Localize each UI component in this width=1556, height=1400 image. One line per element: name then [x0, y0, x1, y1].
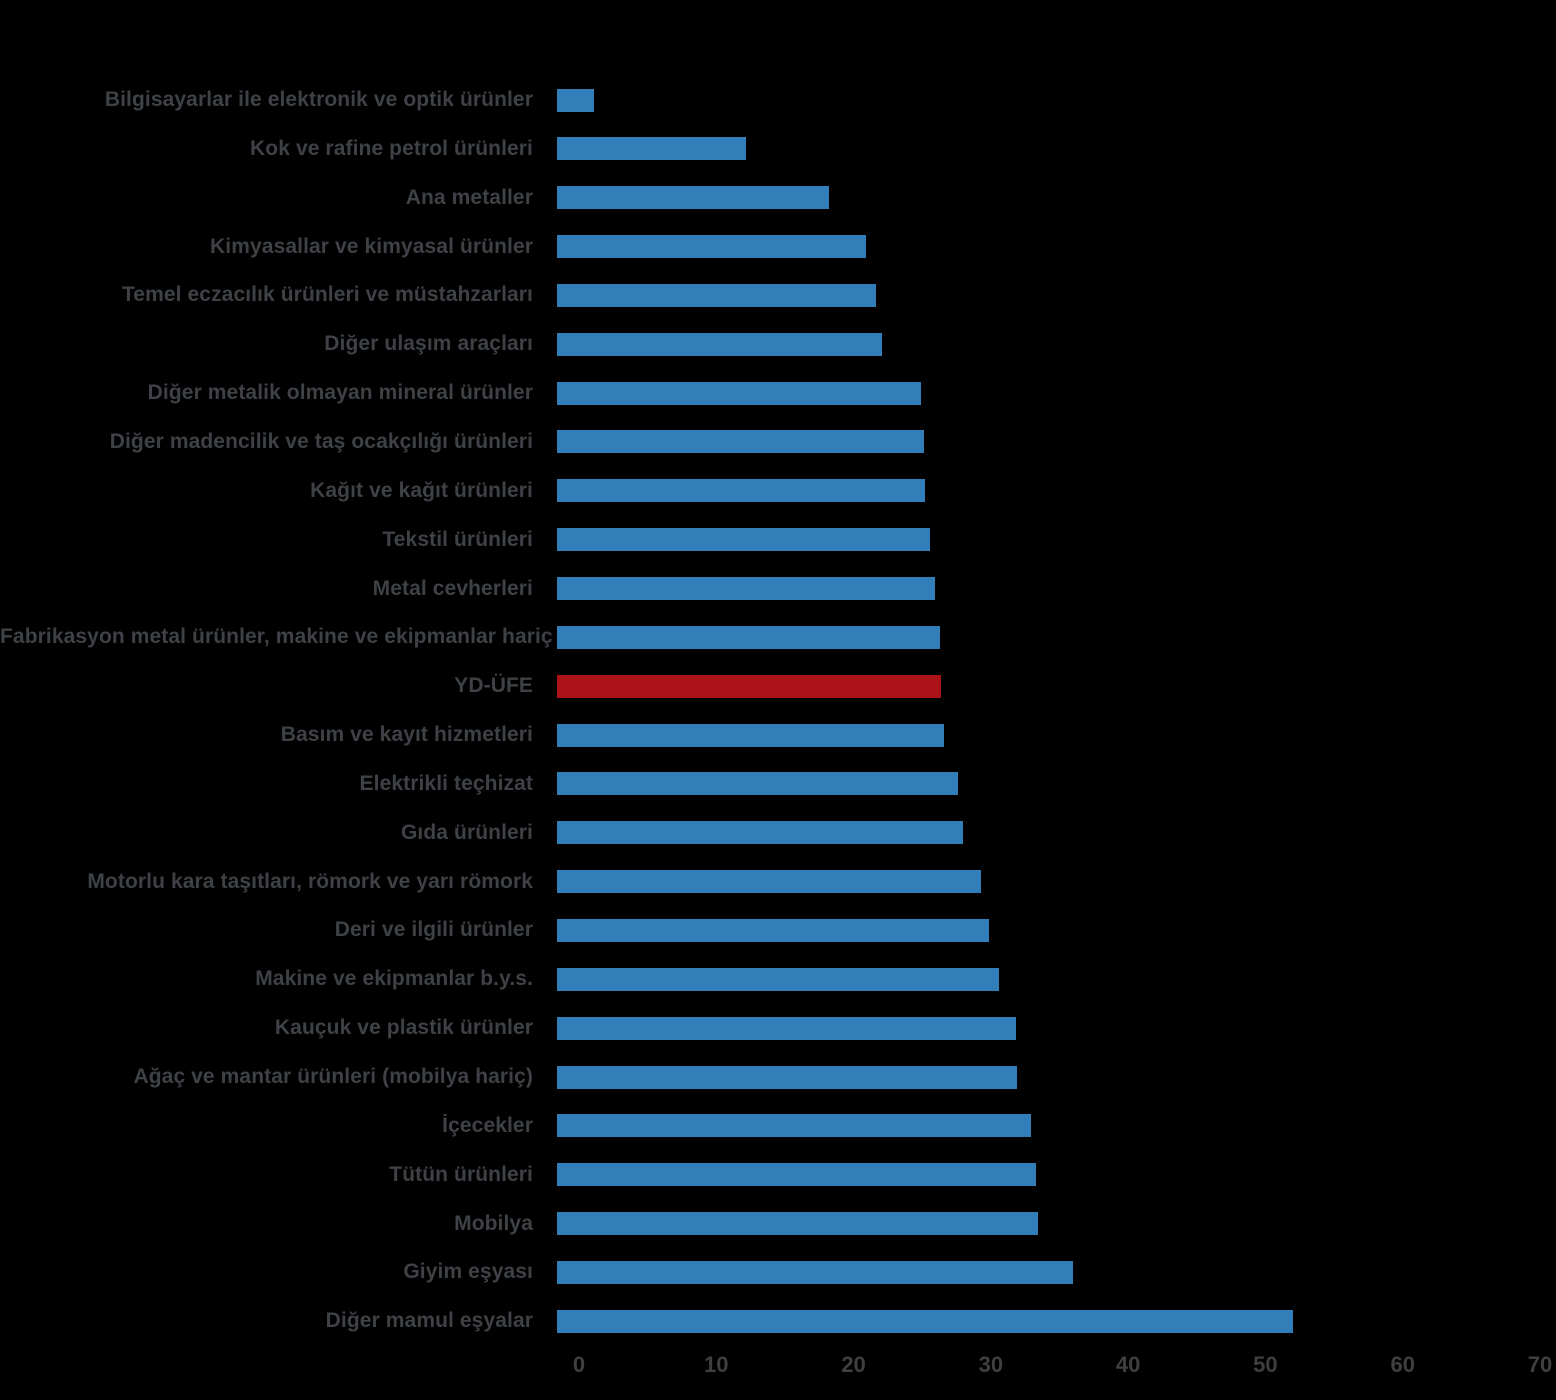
bar [557, 870, 982, 894]
bar [557, 381, 921, 405]
bar-row: Makine ve ekipmanlar b.y.s. [0, 955, 1556, 1004]
bar-row: Diğer ulaşım araçları [0, 320, 1556, 369]
category-label: Diğer ulaşım araçları [324, 332, 533, 356]
bar-row: Ağaç ve mantar ürünleri (mobilya hariç) [0, 1053, 1556, 1102]
bar [557, 625, 941, 649]
category-label: Giyim eşyası [403, 1260, 533, 1284]
category-label: Makine ve ekipmanlar b.y.s. [255, 967, 533, 991]
bar [557, 577, 935, 600]
bar [557, 821, 964, 845]
bar [557, 1260, 1074, 1284]
category-label: Tekstil ürünleri [382, 527, 533, 551]
bar [557, 1114, 1031, 1138]
x-axis-tick-label: 30 [978, 1352, 1004, 1377]
bar [557, 186, 829, 210]
category-label: Gıda ürünleri [401, 820, 533, 844]
bar [557, 772, 958, 796]
bar-row: Kauçuk ve plastik ürünler [0, 1004, 1556, 1053]
category-label: Kağıt ve kağıt ürünleri [310, 478, 533, 502]
bar-row: Motorlu kara taşıtları, römork ve yarı r… [0, 857, 1556, 906]
category-label: Ağaç ve mantar ürünleri (mobilya hariç) [133, 1065, 533, 1088]
category-label: Diğer mamul eşyalar [325, 1309, 533, 1333]
bar-row: Elektrikli teçhizat [0, 759, 1556, 808]
bar [557, 430, 924, 454]
bar-row: Tütün ürünleri [0, 1150, 1556, 1199]
x-axis-tick-label: 20 [841, 1352, 866, 1377]
x-axis-tick-label: 50 [1253, 1352, 1278, 1377]
bar [557, 137, 747, 161]
bar [557, 332, 883, 356]
category-label: Kok ve rafine petrol ürünleri [250, 136, 533, 160]
bar-row: Diğer madencilik ve taş ocakçılığı ürünl… [0, 417, 1556, 466]
bar [557, 1212, 1038, 1236]
bar-row: Bilgisayarlar ile elektronik ve optik ür… [0, 76, 1556, 125]
category-label: Metal cevherleri [372, 576, 533, 600]
bar-row: Fabrikasyon metal ürünler, makine ve eki… [0, 613, 1556, 662]
category-label: Ana metaller [405, 185, 533, 209]
x-axis-tick-label: 70 [1527, 1352, 1553, 1377]
bar [557, 88, 595, 112]
bar-row: Diğer metalik olmayan mineral ürünler [0, 369, 1556, 418]
x-axis: 0 10 20 30 40 50 60 70 [0, 1352, 1556, 1386]
bar-row: Gıda ürünleri [0, 808, 1556, 857]
bar-row: Diğer mamul eşyalar [0, 1297, 1556, 1346]
highlight-bar [557, 674, 942, 698]
x-axis-tick-label: 0 [572, 1352, 586, 1377]
bar-row: Deri ve ilgili ürünler [0, 906, 1556, 955]
bar [557, 1016, 1016, 1040]
category-label: Temel eczacılık ürünleri ve müstahzarlar… [121, 283, 533, 307]
bar [557, 235, 866, 259]
bar [557, 967, 1000, 991]
bar-row: Kimyasallar ve kimyasal ürünler [0, 222, 1556, 271]
category-label: Fabrikasyon metal ürünler, makine ve eki… [0, 625, 553, 649]
bar-row: Ana metaller [0, 173, 1556, 222]
category-label: Deri ve ilgili ürünler [334, 918, 533, 942]
category-label: Motorlu kara taşıtları, römork ve yarı r… [87, 869, 533, 893]
category-label: İçecekler [442, 1113, 533, 1137]
bar [557, 1163, 1037, 1187]
bar-row: Kok ve rafine petrol ürünleri [0, 124, 1556, 173]
category-label: Tütün ürünleri [389, 1162, 533, 1186]
bar-row: Temel eczacılık ürünleri ve müstahzarlar… [0, 271, 1556, 320]
bar-row: Metal cevherleri [0, 564, 1556, 613]
bar [557, 479, 925, 503]
category-label: Kimyasallar ve kimyasal ürünler [210, 234, 533, 258]
bar [557, 528, 931, 552]
category-label: Diğer madencilik ve taş ocakçılığı ürünl… [109, 429, 533, 453]
category-label: Basım ve kayıt hizmetleri [280, 723, 533, 747]
category-label: Diğer metalik olmayan mineral ürünler [147, 381, 533, 405]
bar-row: Tekstil ürünleri [0, 515, 1556, 564]
category-label-highlight: YD-ÜFE [454, 674, 533, 698]
bar-row: Giyim eşyası [0, 1248, 1556, 1297]
bar-row: YD-ÜFE [0, 662, 1556, 711]
bar [557, 1065, 1017, 1089]
x-axis-tick-label: 10 [704, 1352, 729, 1377]
bar [557, 723, 945, 747]
bar [557, 918, 990, 942]
category-label: Mobilya [454, 1211, 533, 1235]
bar [557, 283, 876, 307]
bar [557, 1309, 1293, 1333]
bar-row: Mobilya [0, 1199, 1556, 1248]
x-axis-tick-label: 60 [1390, 1352, 1415, 1377]
x-axis-tick-label: 40 [1115, 1352, 1141, 1377]
bar-row: Basım ve kayıt hizmetleri [0, 711, 1556, 760]
bar-row: Kağıt ve kağıt ürünleri [0, 466, 1556, 515]
category-label: Elektrikli teçhizat [359, 771, 533, 795]
category-label: Kauçuk ve plastik ürünler [274, 1016, 533, 1040]
category-label: Bilgisayarlar ile elektronik ve optik ür… [104, 88, 533, 111]
bar-row: İçecekler [0, 1101, 1556, 1150]
